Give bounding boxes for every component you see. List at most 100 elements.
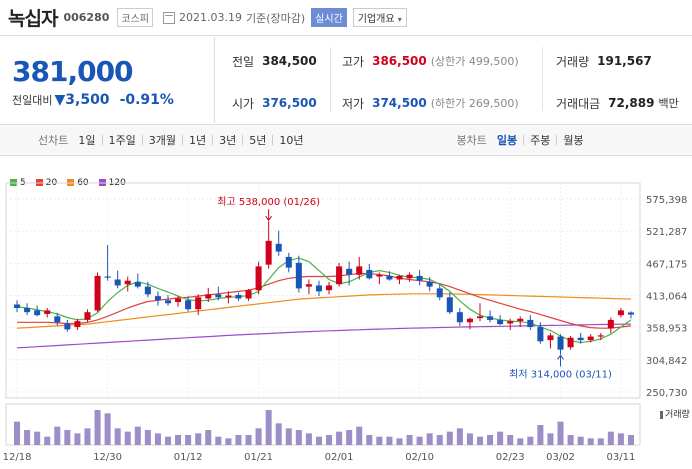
x-tick-label: 02/01 (325, 452, 354, 463)
candle-body (366, 269, 373, 279)
upper-limit: (상한가 499,500) (430, 55, 519, 68)
tab-separator (141, 135, 143, 145)
candle-body (265, 240, 272, 265)
volume-bar (456, 428, 463, 445)
volume-bar (326, 435, 333, 445)
volume-bar (577, 436, 584, 445)
lower-limit: (하한가 269,500) (430, 97, 519, 110)
quote-date: 2021.03.19 (179, 11, 242, 24)
tab-5year[interactable]: 5년 (249, 134, 267, 147)
volume-bar (436, 435, 443, 445)
volume-bar (154, 433, 161, 445)
tab-separator (242, 135, 244, 145)
candle-body (517, 318, 524, 322)
volume-bar (225, 438, 232, 445)
candle-body (597, 335, 604, 337)
candle-body (245, 290, 252, 299)
volume-bar (94, 410, 101, 445)
candle-body (195, 297, 202, 310)
candle-body (466, 318, 473, 323)
x-tick-label: 03/11 (606, 452, 635, 463)
price-panel: 381,000 전일대비 ▼ 3,500 -0.91% (0, 37, 215, 123)
low-annotation: 최저 314,000 (03/11) (509, 368, 612, 380)
tab-3year[interactable]: 3년 (219, 134, 237, 147)
candle-body (456, 312, 463, 323)
candle-body (164, 300, 172, 304)
candle-body (185, 300, 192, 310)
tab-10year[interactable]: 10년 (279, 134, 304, 147)
candle-body (476, 316, 484, 319)
volume-bar (124, 431, 131, 445)
realtime-button[interactable]: 실시간 (311, 8, 347, 27)
volume-bar (567, 435, 574, 445)
volume-bar (134, 426, 141, 445)
candle-body (507, 321, 514, 324)
volume-bar (537, 425, 544, 445)
amount-label: 거래대금 (556, 96, 601, 111)
candle-body (34, 310, 41, 316)
candle-body (255, 266, 262, 291)
price-summary: 전일 384,500 고가 386,500 (상한가 499,500) 거래량 … (216, 37, 692, 123)
candle-body (336, 266, 343, 285)
open-label: 시가 (232, 96, 255, 111)
volume-bar (245, 435, 252, 445)
x-tick-label: 12/18 (3, 452, 32, 463)
tab-1week[interactable]: 1주일 (108, 134, 136, 147)
stock-code: 006280 (63, 11, 110, 24)
volume-bar (44, 436, 51, 445)
candle-body (426, 281, 433, 287)
candle-body (225, 295, 232, 298)
candle-body (134, 281, 141, 287)
volume-label: 거래량 (556, 54, 590, 69)
candle-body (326, 285, 333, 291)
tab-separator (101, 135, 103, 145)
candle-body (235, 294, 242, 299)
x-tick-label: 12/30 (93, 452, 122, 463)
low-label: 저가 (342, 96, 365, 111)
tab-separator (272, 135, 274, 145)
tab-1day[interactable]: 1일 (78, 134, 96, 147)
tab-3month[interactable]: 3개월 (148, 134, 176, 147)
tab-monthly-candle[interactable]: 월봉 (563, 134, 584, 147)
volume-bar (607, 431, 614, 445)
trade-amount: 거래대금 72,889 백만 (556, 92, 679, 114)
candle-body (386, 275, 393, 280)
tab-daily-candle[interactable]: 일봉 (496, 134, 518, 147)
candle-body (14, 304, 21, 309)
candle-body (356, 266, 363, 275)
volume-bar (336, 431, 343, 445)
high-value: 386,500 (372, 54, 427, 68)
volume-bar (295, 430, 302, 445)
volume-bar (195, 433, 202, 445)
tab-1year[interactable]: 1년 (189, 134, 207, 147)
candle-body (295, 262, 302, 289)
volume-bar (426, 433, 433, 445)
tab-weekly-candle[interactable]: 주봉 (530, 134, 551, 147)
volume-bar (406, 435, 413, 445)
volume-bar (144, 430, 151, 445)
volume-bar (476, 436, 484, 445)
y-tick-label: 467,175 (646, 259, 687, 270)
volume-bar (416, 436, 423, 445)
chart-period-tabs: 선차트 1일 1주일 3개월 1년 3년 5년 10년 봉차트 일봉 주봉 월봉 (0, 124, 692, 156)
volume-bar (305, 433, 312, 445)
volume-bar (527, 436, 534, 445)
x-tick-label: 02/23 (496, 452, 525, 463)
candle-body (406, 274, 413, 279)
change-label: 전일대비 (12, 94, 53, 107)
candle-body (557, 336, 564, 350)
company-overview-select[interactable]: 기업개요 ▾ (352, 8, 407, 27)
volume-bar (255, 428, 262, 445)
candle-body (487, 316, 494, 320)
candle-body (587, 336, 594, 341)
amount-value: 72,889 (608, 96, 655, 110)
high-price: 고가 386,500 (상한가 499,500) (342, 50, 519, 72)
volume-bar (346, 430, 353, 445)
chart-frame (5, 182, 641, 399)
tab-separator (182, 135, 183, 145)
line-chart-label: 선차트 (38, 134, 69, 147)
high-arrow-icon (265, 215, 273, 222)
volume-bar (24, 430, 31, 445)
y-tick-label: 521,287 (646, 227, 687, 238)
